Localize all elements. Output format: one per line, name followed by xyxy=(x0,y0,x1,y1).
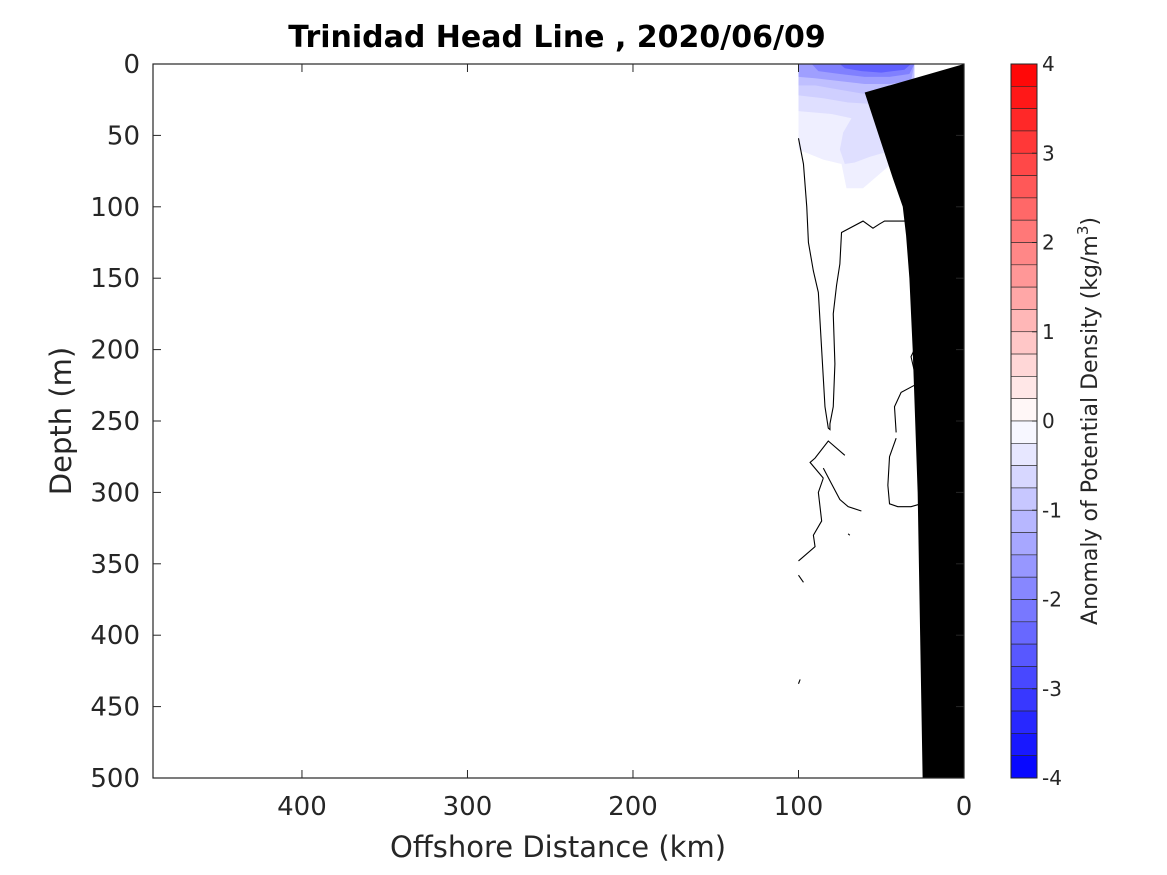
y-tick-label: 500 xyxy=(90,764,140,794)
colorbar-segment xyxy=(1010,175,1038,199)
colorbar-segment xyxy=(1010,733,1038,756)
zero-contour-4 xyxy=(809,440,846,479)
y-tick-label: 400 xyxy=(90,621,140,651)
y-tick-label: 300 xyxy=(90,478,140,508)
colorbar-label-exponent: 3 xyxy=(1074,226,1092,236)
colorbar-segment xyxy=(1010,86,1038,109)
colorbar-segment xyxy=(1010,130,1038,154)
x-tick-label: 100 xyxy=(774,792,824,822)
colorbar: 4 3 2 1 0 -1 -2 -3 -4 xyxy=(1010,52,1062,790)
colorbar-segment xyxy=(1010,688,1038,712)
x-axis-ticks: 400 300 200 100 0 xyxy=(277,64,972,822)
colorbar-tick-label: 4 xyxy=(1042,52,1055,76)
colorbar-segment xyxy=(1010,398,1038,422)
colorbar-segment xyxy=(1010,621,1038,645)
y-tick-label: 350 xyxy=(90,550,140,580)
y-tick-label: 100 xyxy=(90,193,140,223)
colorbar-tick-label: 1 xyxy=(1042,320,1055,344)
colorbar-segment xyxy=(1010,108,1038,132)
colorbar-segment xyxy=(1010,264,1038,288)
colorbar-segment xyxy=(1010,331,1038,355)
y-tick-label: 50 xyxy=(107,121,140,151)
zero-contour-3 xyxy=(887,437,922,508)
colorbar-tick-label: -1 xyxy=(1042,498,1062,522)
colorbar-segment xyxy=(1010,443,1038,466)
colorbar-segment xyxy=(1010,509,1038,533)
colorbar-segment xyxy=(1010,666,1038,690)
colorbar-segment xyxy=(1010,755,1038,779)
colorbar-segment xyxy=(1010,710,1038,734)
zero-contour-2 xyxy=(893,384,915,433)
zero-contour-0 xyxy=(797,138,915,431)
colorbar-segment xyxy=(1010,242,1038,266)
y-tick-label: 250 xyxy=(90,407,140,437)
colorbar-segment xyxy=(1010,286,1038,310)
seafloor-bathymetry xyxy=(864,64,964,778)
y-axis-ticks: 0 50 100 150 200 250 300 350 400 450 500 xyxy=(90,50,964,794)
colorbar-tick-label: -4 xyxy=(1042,766,1062,790)
colorbar-label-main: Anomaly of Potential Density (kg/m xyxy=(1078,235,1103,625)
colorbar-segment xyxy=(1010,643,1038,667)
zero-contour-9 xyxy=(847,533,851,536)
x-tick-label: 200 xyxy=(608,792,658,822)
colorbar-segment xyxy=(1010,420,1038,444)
colorbar-tick-label: 3 xyxy=(1042,141,1055,165)
colorbar-segment xyxy=(1010,309,1038,333)
colorbar-tick-label: 2 xyxy=(1042,231,1055,255)
x-tick-label: 0 xyxy=(956,792,973,822)
seafloor-shape xyxy=(864,64,964,778)
colorbar-segment xyxy=(1010,353,1038,377)
zero-contour-7 xyxy=(798,574,804,583)
contour-fill-6 xyxy=(839,64,912,73)
colorbar-segment xyxy=(1010,219,1038,243)
y-tick-label: 150 xyxy=(90,264,140,294)
colorbar-segment xyxy=(1010,599,1038,623)
plot-area xyxy=(153,64,964,778)
y-axis-label: Depth (m) xyxy=(44,347,78,495)
y-tick-label: 450 xyxy=(90,693,140,723)
x-tick-label: 400 xyxy=(277,792,327,822)
colorbar-segment xyxy=(1010,376,1038,399)
colorbar-label: Anomaly of Potential Density (kg/m3) xyxy=(1074,217,1103,625)
chart-title: Trinidad Head Line , 2020/06/09 xyxy=(288,20,825,55)
x-tick-label: 300 xyxy=(443,792,493,822)
colorbar-segment xyxy=(1010,152,1038,176)
y-tick-label: 200 xyxy=(90,336,140,366)
colorbar-label-suffix: ) xyxy=(1078,217,1103,226)
zero-contour-6 xyxy=(822,467,862,512)
colorbar-tick-label: -3 xyxy=(1042,677,1062,701)
colorbar-segment xyxy=(1010,197,1038,221)
colorbar-segment xyxy=(1010,465,1038,489)
colorbar-tick-label: -2 xyxy=(1042,588,1062,612)
colorbar-segment xyxy=(1010,532,1038,556)
colorbar-segment xyxy=(1010,63,1038,87)
colorbar-segment xyxy=(1010,487,1038,511)
colorbar-segment xyxy=(1010,576,1038,600)
y-tick-label: 0 xyxy=(123,50,140,80)
zero-contour-5 xyxy=(798,477,824,562)
colorbar-tick-label: 0 xyxy=(1042,409,1055,433)
x-axis-label: Offshore Distance (km) xyxy=(390,830,726,864)
zero-contour-8 xyxy=(797,679,801,684)
colorbar-segment xyxy=(1010,554,1038,578)
